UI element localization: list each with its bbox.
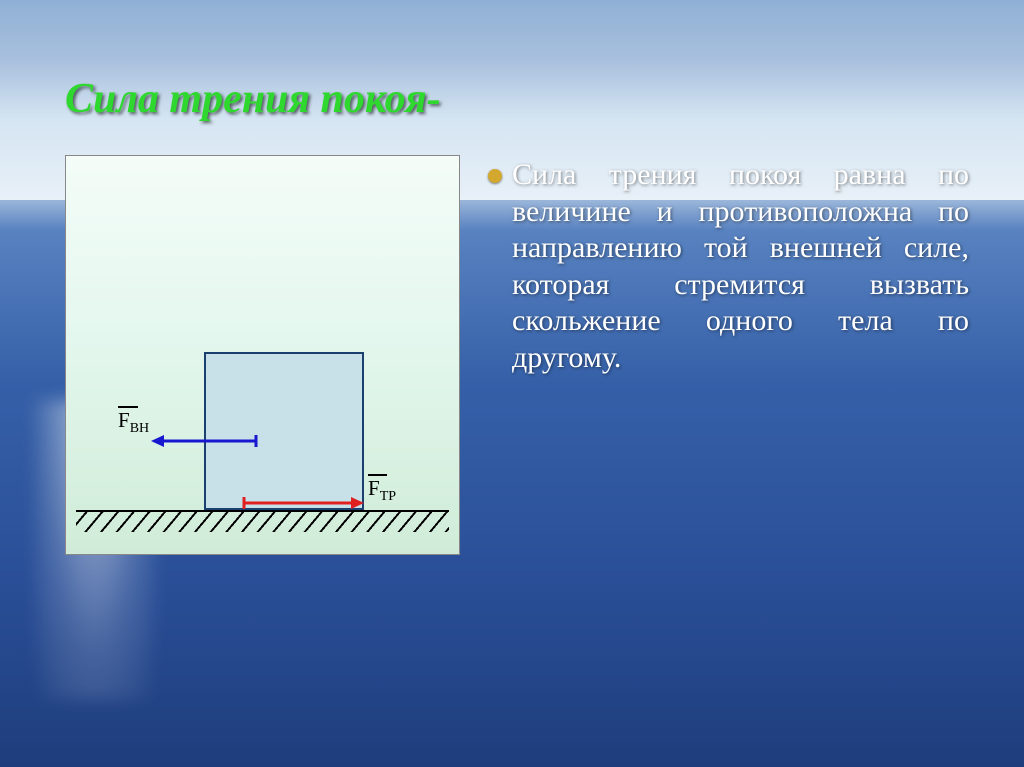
bullet-item: Сила трения покоя равна по величине и пр… <box>488 157 969 377</box>
f-friction-vector <box>244 497 364 509</box>
slide-content: Сила трения покоя- FВН <box>0 0 1024 555</box>
ground-hatching <box>76 512 449 532</box>
bullet-content: Сила трения покоя равна по величине и пр… <box>488 155 969 377</box>
f-friction-label: FТР <box>368 476 396 505</box>
f-external-label: FВН <box>118 408 149 437</box>
f-external-vector <box>151 435 256 447</box>
bullet-text: Сила трения покоя равна по величине и пр… <box>512 157 969 377</box>
two-column-layout: FВН FТР Сила трения покоя равна по велич… <box>65 155 969 555</box>
physics-diagram: FВН FТР <box>65 155 460 555</box>
slide-title: Сила трения покоя- <box>65 75 969 123</box>
vector-arrows-layer <box>66 156 461 556</box>
bullet-dot-icon <box>488 169 502 183</box>
